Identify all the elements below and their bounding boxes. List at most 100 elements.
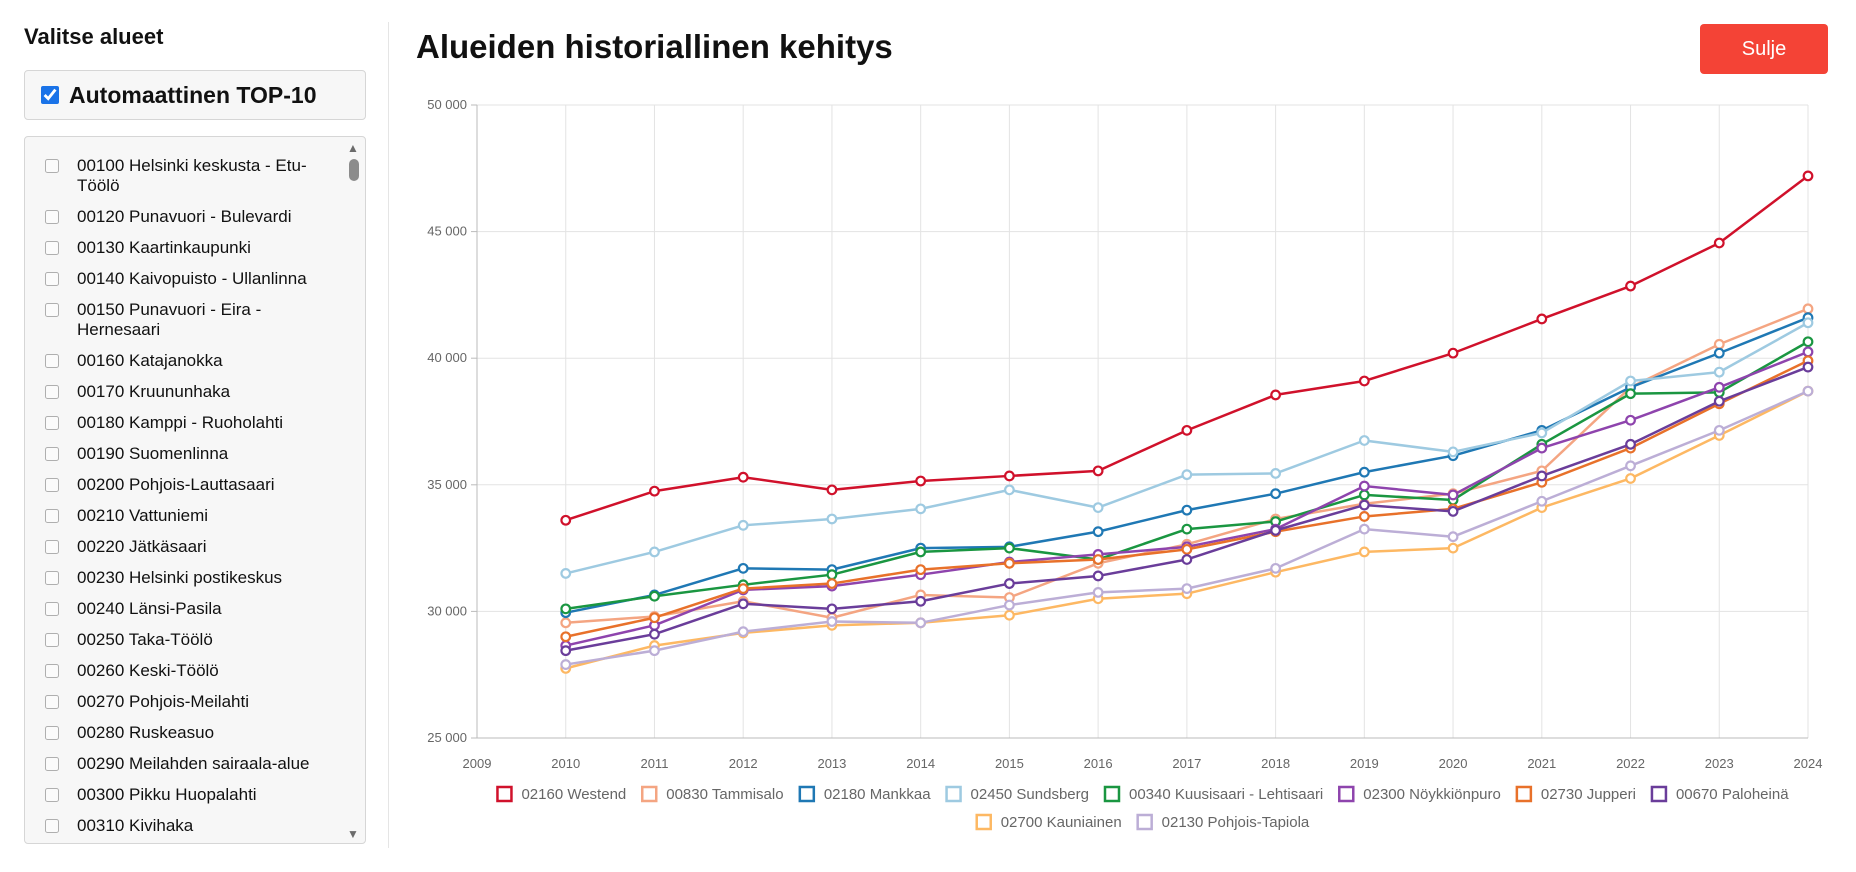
data-point[interactable] [649,590,660,602]
legend-item[interactable]: 02730 Jupperi [1515,785,1636,803]
data-point[interactable] [1092,526,1104,538]
auto-top10-checkbox[interactable] [41,86,59,104]
area-list-item[interactable]: 00100 Helsinki keskusta - Etu-Töölö [25,151,365,202]
area-list-item[interactable]: 00300 Pikku Huopalahti [25,780,365,811]
data-point[interactable] [826,616,838,627]
area-list[interactable]: 00100 Helsinki keskusta - Etu-Töölö 00120… [24,136,366,844]
area-list-item[interactable]: 00140 Kaivopuisto - Ullanlinna [25,264,365,295]
area-checkbox[interactable] [45,272,59,286]
data-point[interactable] [1625,473,1636,484]
data-point[interactable] [560,568,572,579]
data-point[interactable] [649,612,660,624]
data-point[interactable] [1181,554,1193,565]
data-point[interactable] [1802,361,1814,373]
area-list-item[interactable]: 00190 Suomenlinna [25,439,365,470]
close-button[interactable]: Sulje [1700,24,1828,74]
data-point[interactable] [1802,303,1814,315]
data-point[interactable] [1092,554,1104,565]
data-point[interactable] [1625,460,1636,472]
data-point[interactable] [1447,542,1459,554]
data-point[interactable] [1713,338,1725,350]
area-checkbox[interactable] [45,788,59,802]
data-point[interactable] [915,564,927,576]
data-point[interactable] [737,471,749,483]
data-point[interactable] [1270,468,1281,479]
data-point[interactable] [826,484,838,496]
area-list-item[interactable]: 00220 Jätkäsaari [25,532,365,563]
area-checkbox[interactable] [45,540,59,554]
data-point[interactable] [1713,381,1725,393]
area-checkbox[interactable] [45,210,59,224]
area-checkbox[interactable] [45,633,59,647]
data-point[interactable] [737,562,749,574]
data-point[interactable] [915,595,927,607]
area-list-item[interactable]: 00250 Taka-Töölö [25,625,365,656]
data-point[interactable] [560,659,572,670]
data-point[interactable] [560,645,572,657]
data-point[interactable] [826,578,838,589]
area-list-item[interactable]: 00270 Pohjois-Meilahti [25,687,365,718]
scroll-up-arrow-icon[interactable]: ▲ [347,141,359,155]
data-point[interactable] [1004,609,1015,621]
area-list-item[interactable]: 00120 Punavuori - Bulevardi [25,202,365,233]
data-point[interactable] [915,503,927,515]
data-point[interactable] [1358,480,1370,492]
data-point[interactable] [1625,388,1636,400]
data-point[interactable] [1802,385,1814,397]
data-point[interactable] [1358,523,1370,535]
data-point[interactable] [1092,502,1104,513]
legend-item[interactable]: 00670 Paloheinä [1650,785,1789,803]
data-point[interactable] [1270,389,1281,401]
data-point[interactable] [1713,347,1725,359]
area-checkbox[interactable] [45,664,59,678]
data-point[interactable] [560,514,572,526]
data-point[interactable] [1181,424,1193,436]
data-point[interactable] [1447,505,1459,517]
data-point[interactable] [1802,346,1814,358]
area-list-item[interactable]: 00150 Punavuori - Eira - Hernesaari [25,295,365,346]
data-point[interactable] [1802,170,1814,182]
area-list-item[interactable]: 00200 Pohjois-Lauttasaari [25,470,365,501]
data-point[interactable] [1004,470,1015,482]
legend-item[interactable]: 00830 Tammisalo [641,785,784,803]
data-point[interactable] [915,617,927,629]
legend-item[interactable]: 02450 Sundsberg [945,785,1089,803]
area-checkbox[interactable] [45,303,59,317]
data-point[interactable] [1536,495,1548,507]
legend-item[interactable]: 02700 Kauniainen [975,813,1122,831]
data-point[interactable] [560,617,572,629]
data-point[interactable] [1358,546,1370,558]
data-point[interactable] [1625,280,1636,292]
area-checkbox[interactable] [45,416,59,430]
data-point[interactable] [1181,469,1193,481]
data-point[interactable] [1713,366,1725,378]
data-point[interactable] [560,603,572,615]
area-list-item[interactable]: 00290 Meilahden sairaala-alue [25,749,365,780]
data-point[interactable] [1270,488,1281,500]
data-point[interactable] [915,546,927,558]
data-point[interactable] [649,485,660,497]
data-point[interactable] [1713,237,1725,249]
data-point[interactable] [560,631,572,643]
data-point[interactable] [649,628,660,640]
data-point[interactable] [915,475,927,487]
data-point[interactable] [1802,317,1814,329]
data-point[interactable] [1536,313,1548,325]
data-point[interactable] [826,513,838,525]
data-point[interactable] [649,546,660,558]
data-point[interactable] [1092,570,1104,582]
data-point[interactable] [1181,543,1193,555]
area-checkbox[interactable] [45,571,59,585]
data-point[interactable] [1004,599,1015,611]
area-list-item[interactable]: 00170 Kruununhaka [25,377,365,408]
auto-top10-toggle[interactable]: Automaattinen TOP-10 [24,70,366,120]
data-point[interactable] [649,645,660,657]
data-point[interactable] [1625,414,1636,426]
area-checkbox[interactable] [45,757,59,771]
area-checkbox[interactable] [45,385,59,399]
area-checkbox[interactable] [45,509,59,523]
data-point[interactable] [737,598,749,610]
area-list-item[interactable]: 00130 Kaartinkaupunki [25,233,365,264]
data-point[interactable] [1004,578,1015,589]
area-checkbox[interactable] [45,726,59,740]
